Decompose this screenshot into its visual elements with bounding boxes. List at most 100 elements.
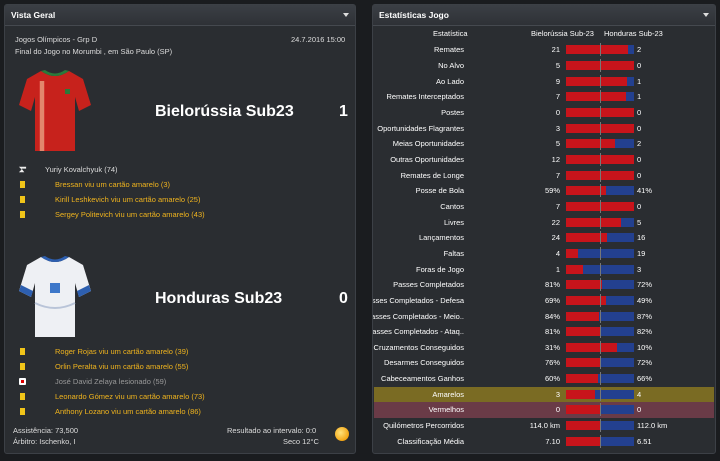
event-text: Yuriy Kovalchyuk (74) xyxy=(45,164,118,174)
chevron-down-icon[interactable] xyxy=(703,13,709,17)
overview-panel: Vista Geral Jogos Olímpicos - Grp D 24.7… xyxy=(4,4,356,454)
stat-label: Oportunidades Flagrantes xyxy=(377,123,464,133)
stat-bar xyxy=(566,231,634,245)
col-home-header: Bielorússia Sub-23 xyxy=(531,29,594,38)
stat-label: No Alvo xyxy=(438,60,464,70)
home-score: 1 xyxy=(339,103,348,120)
stat-bar-midline xyxy=(600,293,601,307)
stat-bar-midline xyxy=(600,105,601,119)
stat-label: Ao Lado xyxy=(436,76,464,86)
yellow-card-icon xyxy=(17,194,27,204)
halftime-label: Resultado ao intervalo: 0:0 xyxy=(227,426,317,435)
stat-bar xyxy=(566,105,634,119)
stat-home-value: 5 xyxy=(555,60,560,70)
stat-bar-midline xyxy=(600,278,601,292)
stat-bar-home-fill xyxy=(566,358,601,368)
stat-bar-home-fill xyxy=(566,389,596,399)
stat-bar-home-fill xyxy=(566,405,600,415)
stat-row: Quilómetros Percorridos 114.0 km 112.0 km xyxy=(374,418,714,434)
stat-home-value: 81% xyxy=(544,280,560,290)
away-shirt-icon xyxy=(19,256,91,337)
stat-bar xyxy=(566,325,634,339)
stat-bar-home-fill xyxy=(566,76,628,86)
stat-bar-midline xyxy=(600,372,601,386)
stat-bar-home-fill xyxy=(566,436,602,446)
stat-home-value: 21 xyxy=(551,45,560,55)
stat-bar xyxy=(566,152,634,166)
stat-row: Passes Completados - Meio.. 84% 87% xyxy=(373,308,714,324)
stat-bar-home-fill xyxy=(566,421,601,431)
stat-away-value: 49% xyxy=(637,295,653,305)
stat-away-value: 0 xyxy=(637,123,642,133)
stat-label: Posse de Bola xyxy=(415,186,464,196)
stat-label: Remates de Longe xyxy=(400,170,464,180)
event-item: Bressan viu um cartão amarelo (3) xyxy=(17,178,170,190)
stat-home-value: 24 xyxy=(551,233,560,243)
stat-row: Vermelhos 0 0 xyxy=(374,402,714,418)
stat-bar-midline xyxy=(600,419,601,433)
stat-home-value: 1 xyxy=(555,264,560,274)
stat-label: Remates xyxy=(433,45,464,55)
stat-home-value: 5 xyxy=(555,139,560,149)
stat-row: Cabeceamentos Ganhos 60% 66% xyxy=(374,371,714,387)
weather-label: Seco 12°C xyxy=(283,437,319,446)
chevron-down-icon[interactable] xyxy=(343,13,349,17)
stat-away-value: 10% xyxy=(637,342,653,352)
yellow-card-icon xyxy=(17,392,27,402)
stat-row: Amarelos 3 4 xyxy=(374,386,714,403)
stat-row: Postes 0 0 xyxy=(374,105,714,121)
yellow-card-icon xyxy=(17,346,27,356)
stat-away-value: 112.0 km xyxy=(637,421,668,431)
stat-label: Amarelos xyxy=(432,389,464,399)
stat-bar xyxy=(566,262,634,276)
yellow-card-icon xyxy=(17,179,27,189)
stat-away-value: 3 xyxy=(637,264,642,274)
stat-bar-midline xyxy=(600,340,601,354)
stat-away-value: 66% xyxy=(637,374,653,384)
stat-away-value: 0 xyxy=(637,60,642,70)
stat-home-value: 81% xyxy=(544,327,560,337)
stat-bar xyxy=(566,43,634,57)
stat-label: Classificação Média xyxy=(397,436,464,446)
stat-row: Cantos 7 0 xyxy=(374,199,714,215)
stat-bar xyxy=(566,403,634,417)
stat-away-value: 5 xyxy=(637,217,642,227)
stat-home-value: 3 xyxy=(555,123,560,133)
match-datetime: 24.7.2016 15:00 xyxy=(291,35,346,44)
stat-bar-home-fill xyxy=(566,248,578,258)
stat-row: Livres 22 5 xyxy=(374,214,714,230)
yellow-card-shape xyxy=(19,408,25,416)
event-item: Sergey Politevich viu um cartão amarelo … xyxy=(17,209,205,221)
stat-bar xyxy=(566,199,634,213)
stat-bar-midline xyxy=(600,152,601,166)
stat-bar xyxy=(566,215,634,229)
stat-bar xyxy=(566,58,634,72)
stat-home-value: 76% xyxy=(544,358,560,368)
stat-bar-midline xyxy=(600,231,601,245)
stat-bar xyxy=(566,293,634,307)
stat-bar-home-fill xyxy=(566,264,583,274)
stat-bar-midline xyxy=(600,137,601,151)
stat-away-value: 2 xyxy=(637,139,642,149)
overview-header[interactable]: Vista Geral xyxy=(5,5,355,26)
ball-icon xyxy=(17,164,27,174)
stat-bar-midline xyxy=(600,184,601,198)
stat-bar xyxy=(566,90,634,104)
competition-label: Jogos Olímpicos - Grp D xyxy=(15,35,98,44)
stats-header[interactable]: Estatísticas Jogo xyxy=(373,5,715,26)
event-text: José David Zelaya lesionado (59) xyxy=(55,376,167,386)
stat-home-value: 7 xyxy=(555,201,560,211)
sun-icon xyxy=(335,427,349,441)
stat-row: Desarmes Conseguidos 76% 72% xyxy=(374,355,714,371)
stat-bar-midline xyxy=(600,434,601,448)
stat-label: Vermelhos xyxy=(428,405,464,415)
stat-away-value: 6.51 xyxy=(637,436,652,446)
stat-bar xyxy=(566,184,634,198)
stat-bar-home-fill xyxy=(566,280,603,290)
stat-bar-home-fill xyxy=(566,217,622,227)
event-text: Leonardo Gómez viu um cartão amarelo (73… xyxy=(55,392,205,402)
event-text: Roger Rojas viu um cartão amarelo (39) xyxy=(55,346,189,356)
stat-away-value: 0 xyxy=(637,154,642,164)
venue-label: Final do Jogo no Morumbi , em São Paulo … xyxy=(15,47,173,56)
stat-home-value: 84% xyxy=(544,311,560,321)
